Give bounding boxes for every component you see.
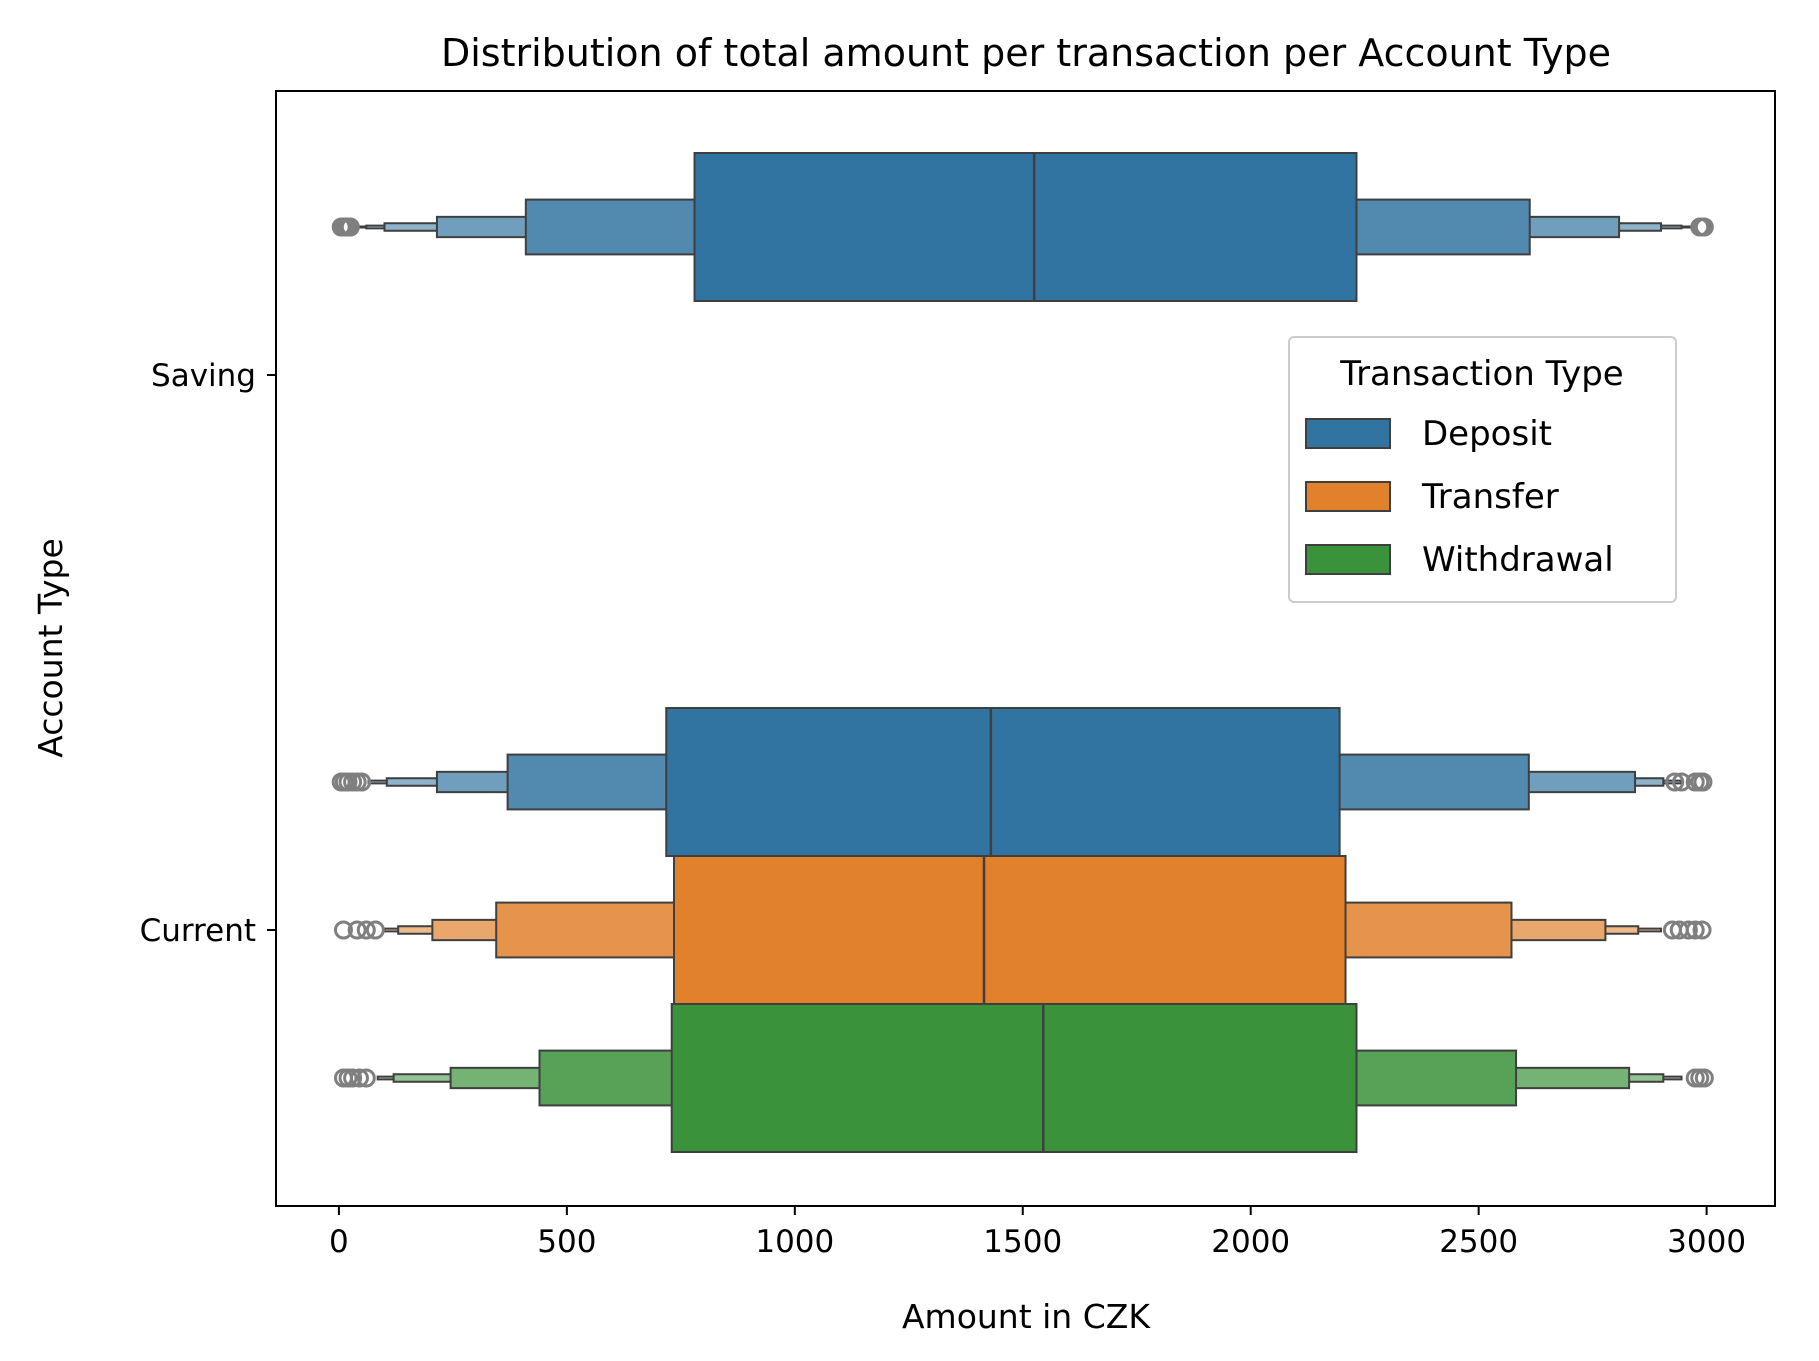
x-tick-label: 3000 xyxy=(1667,1224,1746,1260)
outlier-point xyxy=(333,920,353,940)
legend-label-deposit: Deposit xyxy=(1422,414,1552,454)
outlier-point xyxy=(349,1068,369,1088)
chart-title: Distribution of total amount per transac… xyxy=(441,31,1611,75)
outlier-point xyxy=(356,1068,376,1088)
legend-frame xyxy=(1288,336,1677,603)
legend-swatch-withdrawal xyxy=(1305,544,1391,575)
outlier-point xyxy=(1665,772,1685,792)
y-axis-ticks: Saving Current xyxy=(140,358,276,949)
legend-swatch-transfer xyxy=(1305,481,1391,512)
outlier-point xyxy=(340,217,360,237)
boxen-deposit-current xyxy=(331,707,1713,857)
letter-value-box xyxy=(673,855,1347,1005)
legend-title: Transaction Type xyxy=(1339,354,1623,394)
x-tick-label: 2500 xyxy=(1439,1224,1518,1260)
letter-value-box xyxy=(693,152,1358,302)
legend: Transaction Type Deposit Transfer Withdraw… xyxy=(1288,336,1677,603)
x-axis-ticks: 0 500 1000 1500 2000 2500 3000 xyxy=(329,1206,1746,1260)
x-tick-label: 1000 xyxy=(755,1224,834,1260)
letter-value-box xyxy=(665,707,1341,857)
outlier-point xyxy=(1672,772,1692,792)
boxen-transfer-current xyxy=(333,855,1712,1005)
outlier-point xyxy=(343,1068,363,1088)
outlier-point xyxy=(356,920,376,940)
letter-value-box xyxy=(670,1003,1358,1153)
boxen-withdrawal-current xyxy=(333,1003,1714,1153)
y-tick-label: Current xyxy=(140,913,256,949)
x-tick-label: 2000 xyxy=(1211,1224,1290,1260)
outlier-point xyxy=(1685,920,1705,940)
outlier-point xyxy=(365,920,385,940)
outlier-point xyxy=(1693,772,1713,792)
legend-swatch-deposit xyxy=(1305,418,1391,449)
outlier-point xyxy=(352,772,372,792)
boxen-deposit-saving xyxy=(331,152,1714,302)
legend-label-withdrawal: Withdrawal xyxy=(1422,540,1614,580)
outlier-point xyxy=(347,920,367,940)
y-axis-label: Account Type xyxy=(31,538,70,758)
outlier-point xyxy=(1694,1068,1714,1088)
x-tick-label: 0 xyxy=(329,1224,349,1260)
y-tick-label: Saving xyxy=(151,358,256,394)
x-axis-label: Amount in CZK xyxy=(902,1297,1151,1336)
x-tick-label: 500 xyxy=(537,1224,596,1260)
plot-frame xyxy=(275,90,1776,1207)
x-tick-label: 1500 xyxy=(983,1224,1062,1260)
outlier-point xyxy=(1692,920,1712,940)
plot-marks xyxy=(331,152,1714,1153)
legend-label-transfer: Transfer xyxy=(1421,477,1559,517)
outlier-point xyxy=(1694,217,1714,237)
outlier-point xyxy=(1678,920,1698,940)
